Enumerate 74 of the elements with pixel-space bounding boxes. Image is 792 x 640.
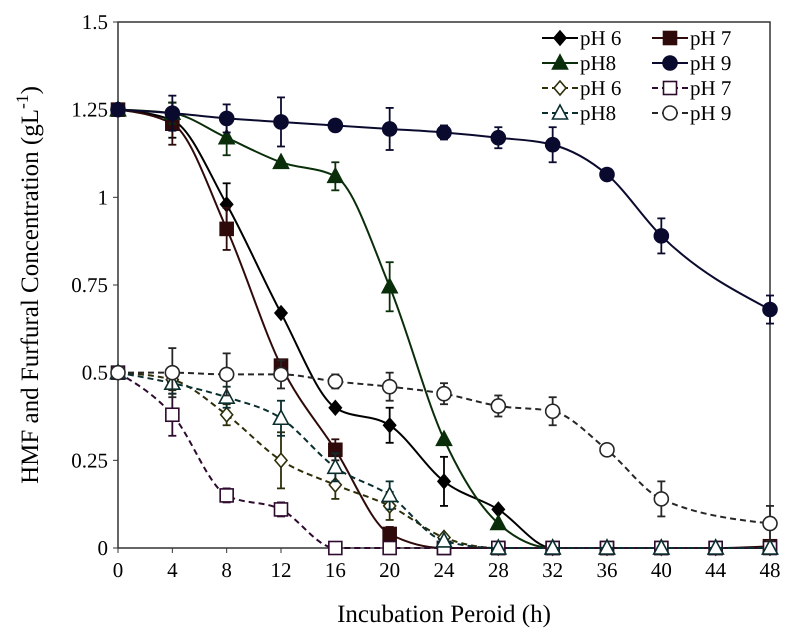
- point: [544, 136, 560, 153]
- point: [328, 540, 343, 556]
- y-tick-label: 0.25: [71, 448, 108, 472]
- point: [327, 458, 344, 474]
- point: [382, 378, 398, 394]
- point: [328, 118, 344, 134]
- point: [165, 407, 180, 422]
- legend-label: pH8: [580, 101, 616, 125]
- point: [490, 130, 506, 146]
- point: [437, 474, 451, 490]
- x-tick-label: 4: [167, 558, 178, 582]
- point: [599, 442, 615, 458]
- point: [654, 491, 670, 507]
- point: [544, 403, 560, 420]
- point: [382, 540, 397, 556]
- point: [273, 114, 289, 130]
- x-tick-label: 36: [596, 558, 618, 582]
- y-tick-label: 1.5: [82, 10, 108, 34]
- point: [762, 302, 778, 318]
- point: [272, 409, 290, 426]
- point: [274, 502, 288, 517]
- point: [164, 364, 180, 380]
- point: [654, 228, 670, 244]
- point: [599, 166, 615, 182]
- point: [328, 442, 343, 458]
- y-tick-label: 0.75: [71, 273, 108, 297]
- x-tick-label: 12: [270, 558, 292, 582]
- legend-label: pH8: [580, 51, 616, 75]
- legend-label: pH 6: [580, 76, 622, 100]
- x-tick-label: 40: [650, 558, 672, 582]
- point: [218, 366, 234, 382]
- point: [490, 398, 506, 414]
- point: [274, 305, 288, 321]
- x-tick-label: 16: [324, 558, 346, 582]
- x-tick-label: 28: [488, 558, 509, 582]
- legend-label: pH 6: [580, 26, 622, 50]
- point: [436, 430, 452, 446]
- point: [381, 278, 398, 294]
- point: [218, 128, 235, 145]
- point: [382, 417, 396, 434]
- x-axis-title: Incubation Peroid (h): [337, 601, 551, 628]
- x-tick-label: 48: [760, 558, 780, 582]
- point: [274, 452, 288, 468]
- legend-label: pH 9: [690, 51, 732, 75]
- point: [762, 516, 778, 532]
- y-tick-label: 1: [98, 185, 108, 210]
- x-tick-label: 20: [379, 558, 400, 582]
- y-tick-label: 1.25: [71, 98, 108, 122]
- point: [328, 400, 342, 416]
- point: [492, 502, 506, 518]
- point: [436, 124, 452, 140]
- point: [219, 222, 234, 236]
- point: [436, 386, 452, 402]
- x-tick-label: 24: [434, 558, 455, 582]
- point: [328, 374, 344, 390]
- x-tick-label: 44: [705, 558, 727, 582]
- point: [382, 121, 398, 137]
- legend-label: pH 7: [690, 26, 732, 50]
- point: [273, 366, 289, 382]
- point: [220, 406, 234, 423]
- y-tick-label: 0.5: [82, 360, 108, 385]
- x-tick-label: 0: [112, 558, 124, 582]
- point: [382, 526, 397, 542]
- x-tick-label: 32: [542, 558, 564, 582]
- legend-label: pH 7: [690, 76, 732, 100]
- y-tick-label: 0: [98, 536, 108, 560]
- point: [490, 514, 507, 530]
- point: [218, 110, 234, 126]
- point: [381, 486, 398, 502]
- legend-label: pH 9: [690, 101, 732, 125]
- point: [327, 167, 344, 184]
- point: [272, 153, 290, 170]
- x-tick-label: 8: [221, 558, 232, 582]
- point: [436, 532, 452, 548]
